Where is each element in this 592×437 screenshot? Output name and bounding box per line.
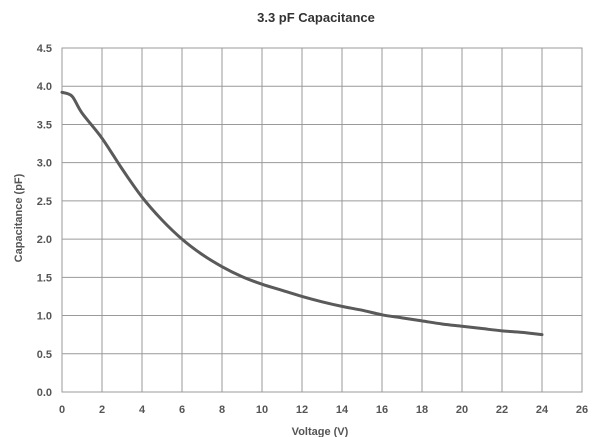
tick-labels: 0 2 4 6 8 10 12 14 16 18 20 22 24 260.00.51.01.52.02.… xyxy=(37,43,588,416)
x-tick-label: 22 xyxy=(496,404,508,416)
y-tick-label: 0.5 xyxy=(37,349,52,361)
y-tick-label: 3.5 xyxy=(37,119,52,131)
y-tick-label: 2.5 xyxy=(37,196,52,208)
grid xyxy=(61,47,583,393)
y-tick-label: 0.0 xyxy=(37,387,52,399)
x-tick-label: 16 xyxy=(376,404,388,416)
x-tick-label: 6 xyxy=(179,404,185,416)
y-axis-label: Capacitance (pF) xyxy=(13,173,25,262)
x-tick-label: 4 xyxy=(139,404,146,416)
x-axis-label: Voltage (V) xyxy=(292,426,349,437)
x-tick-label: 0 xyxy=(59,404,65,416)
y-tick-label: 4.0 xyxy=(37,81,52,93)
series-layer xyxy=(60,90,544,337)
y-tick-label: 1.5 xyxy=(37,272,52,284)
x-tick-label: 8 xyxy=(219,404,225,416)
x-tick-label: 26 xyxy=(576,404,588,416)
x-tick-label: 12 xyxy=(296,404,308,416)
y-tick-label: 1.0 xyxy=(37,311,52,323)
x-tick-label: 14 xyxy=(336,404,349,416)
y-tick-label: 2.0 xyxy=(37,234,52,246)
x-tick-label: 10 xyxy=(256,404,268,416)
x-tick-label: 18 xyxy=(416,404,428,416)
series-line xyxy=(60,90,544,337)
x-tick-label: 20 xyxy=(456,404,468,416)
x-tick-label: 2 xyxy=(99,404,105,416)
x-tick-label: 24 xyxy=(536,404,549,416)
chart-title: 3.3 pF Capacitance xyxy=(257,10,375,25)
y-tick-label: 3.0 xyxy=(37,158,52,170)
y-tick-label: 4.5 xyxy=(37,43,52,55)
plot-frame xyxy=(61,47,583,393)
